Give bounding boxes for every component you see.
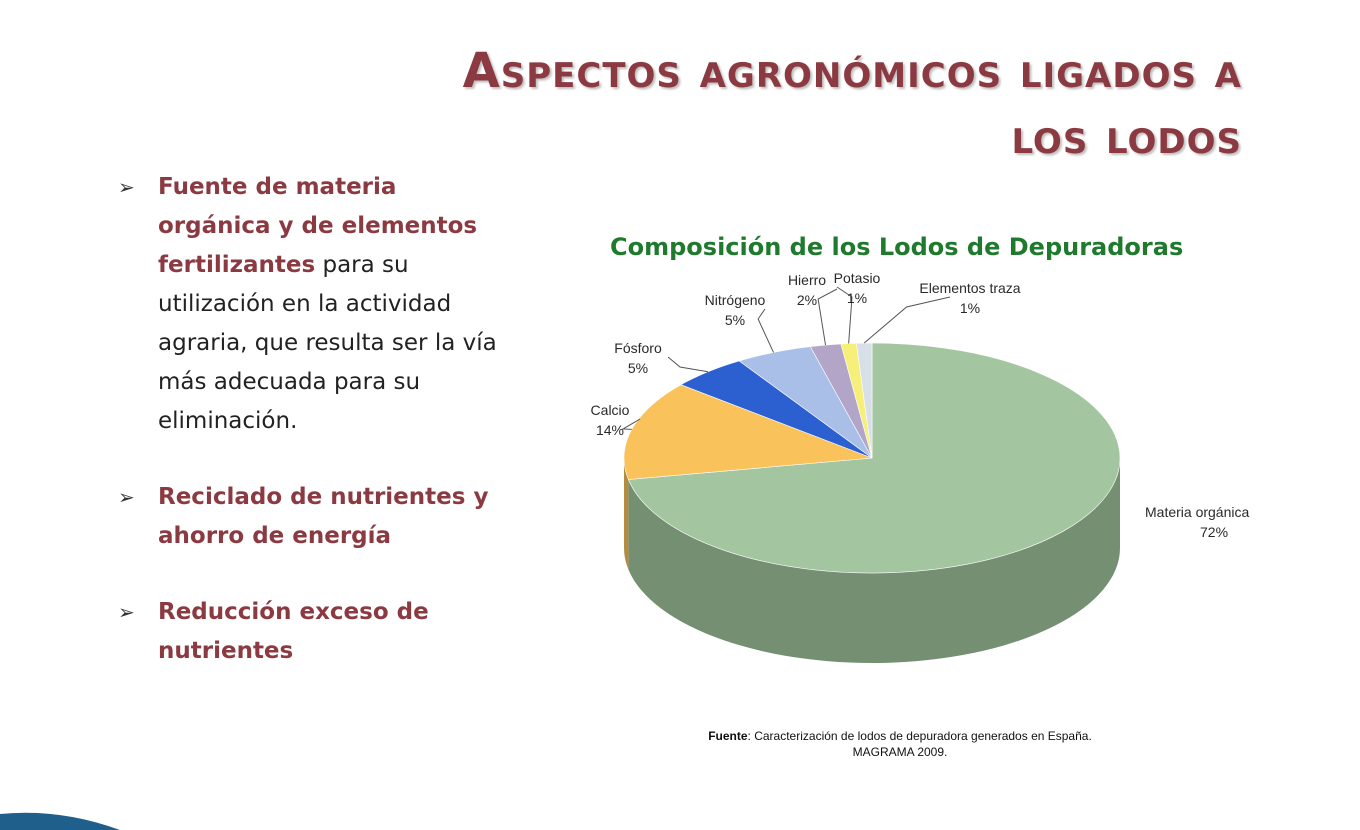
pie-side-1 [624, 458, 629, 570]
slice-value-4: 2% [797, 292, 817, 308]
arrow-bullet-icon: ➢ [118, 600, 135, 624]
bullet-item-reduccion: ➢ Reducción exceso de nutrientes [118, 593, 498, 671]
bullet-list: ➢ Fuente de materia orgánica y de elemen… [118, 168, 498, 708]
arrow-bullet-icon: ➢ [118, 485, 135, 509]
source-label: Fuente [708, 729, 748, 743]
pie-labels: Materia orgánica 72% Calcio 14% Fósforo 5% Nit… [591, 270, 1250, 540]
pie-sides [624, 458, 1120, 663]
slice-label-1: Calcio [591, 402, 630, 418]
pie-top [623, 342, 1121, 574]
pie-chart: Composición de los Lodos de Depuradoras … [591, 233, 1250, 663]
bullet-item-fuente: ➢ Fuente de materia orgánica y de elemen… [118, 168, 498, 441]
slice-label-0: Materia orgánica [1145, 504, 1249, 520]
slice-value-1: 14% [596, 422, 624, 438]
source-text: : Caracterización de lodos de depuradora… [747, 729, 1092, 759]
slice-label-3: Nitrógeno [705, 292, 766, 308]
slice-value-5: 1% [847, 290, 867, 306]
bullet-item-reciclado: ➢ Reciclado de nutrientes y ahorro de en… [118, 478, 498, 556]
source-note: Fuente: Caracterización de lodos de depu… [690, 728, 1110, 760]
slice-label-4: Hierro [788, 272, 826, 288]
pie-slice-6 [856, 342, 873, 459]
pie-slice-0 [627, 342, 1121, 574]
slide-title: Aspectos agronómicos ligados a los lodos [242, 38, 1242, 170]
corner-decoration [0, 812, 120, 830]
bullet-highlight: Reciclado de nutrientes y ahorro de ener… [158, 484, 489, 549]
callout-line-1 [621, 418, 641, 430]
bullet-text: para su utilización en la actividad agra… [158, 252, 497, 434]
bullet-highlight: Fuente de materia orgánica y de elemento… [158, 174, 478, 278]
slice-label-6: Elementos traza [919, 280, 1020, 296]
callout-line-4 [817, 288, 838, 346]
slide-title-line-1: Aspectos agronómicos ligados a [462, 43, 1242, 99]
pie-slice-1 [623, 384, 873, 480]
slide-title-line-2: los lodos [1011, 109, 1242, 165]
slice-value-6: 1% [960, 300, 980, 316]
slice-label-2: Fósforo [614, 340, 662, 356]
arrow-bullet-icon: ➢ [118, 175, 135, 199]
slice-value-3: 5% [725, 312, 745, 328]
callout-line-5 [836, 286, 853, 344]
callout-line-2 [667, 356, 709, 373]
slice-label-5: Potasio [834, 270, 881, 286]
callout-line-6 [863, 296, 951, 344]
pie-side-0 [628, 458, 1120, 663]
slice-value-2: 5% [628, 360, 648, 376]
slice-value-0: 72% [1200, 524, 1228, 540]
chart-title: Composición de los Lodos de Depuradoras [610, 233, 1183, 261]
bullet-highlight: Reducción exceso de nutrientes [158, 599, 429, 664]
callout-line-3 [757, 308, 774, 353]
